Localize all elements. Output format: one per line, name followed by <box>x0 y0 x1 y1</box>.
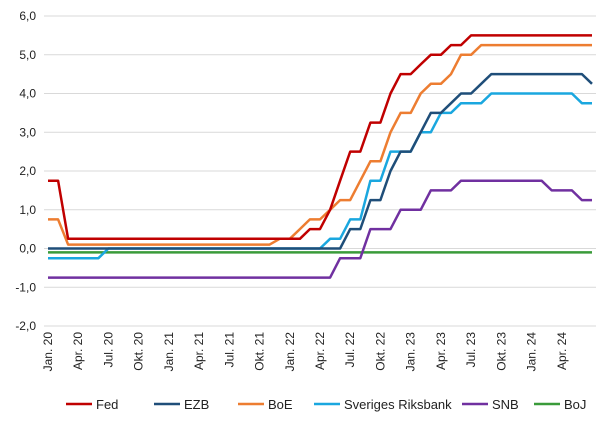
x-tick-label: Okt. 20 <box>132 332 146 371</box>
legend-label-snb: SNB <box>492 397 519 412</box>
legend: Fed EZB BoE Sveriges Riksbank SNB BoJ <box>66 397 586 412</box>
x-tick-label: Jul. 20 <box>101 332 115 368</box>
x-axis-tick-labels: Jan. 20 Apr. 20 Jul. 20 Okt. 20 Jan. 21 Apr. … <box>41 332 569 372</box>
y-tick-label: 2,0 <box>19 164 36 178</box>
y-tick-label: 5,0 <box>19 48 36 62</box>
x-tick-label: Jan. 20 <box>41 332 55 372</box>
series-line-snb <box>48 179 592 279</box>
x-tick-label: Jul. 23 <box>464 332 478 368</box>
y-tick-label: 0,0 <box>19 242 36 256</box>
x-tick-label: Jan. 24 <box>525 332 539 372</box>
x-tick-label: Okt. 23 <box>494 332 508 371</box>
series-line-fed <box>48 34 592 241</box>
y-tick-label: -1,0 <box>15 280 36 294</box>
y-tick-label: 1,0 <box>19 203 36 217</box>
x-tick-label: Jan. 23 <box>404 332 418 372</box>
x-tick-label: Jan. 22 <box>283 332 297 372</box>
legend-label-boe: BoE <box>268 397 293 412</box>
x-tick-label: Apr. 24 <box>555 332 569 370</box>
y-tick-label: 6,0 <box>19 9 36 23</box>
y-tick-label: 3,0 <box>19 125 36 139</box>
x-tick-label: Jul. 21 <box>222 332 236 368</box>
x-tick-label: Apr. 23 <box>434 332 448 370</box>
x-tick-label: Jan. 21 <box>162 332 176 372</box>
x-tick-label: Okt. 21 <box>253 332 267 371</box>
series-line-ezb <box>48 72 593 250</box>
x-tick-label: Apr. 22 <box>313 332 327 370</box>
legend-label-boj: BoJ <box>564 397 586 412</box>
legend-label-sveriges-riksbank: Sveriges Riksbank <box>344 397 452 412</box>
y-axis-tick-labels: -2,0 -1,0 0,0 1,0 2,0 3,0 4,0 5,0 6,0 <box>15 9 36 333</box>
x-tick-label: Apr. 21 <box>192 332 206 370</box>
legend-label-fed: Fed <box>96 397 118 412</box>
series-line-sveriges-riksbank <box>48 92 592 260</box>
legend-label-ezb: EZB <box>184 397 209 412</box>
series-lines <box>48 34 593 279</box>
y-tick-label: -2,0 <box>15 319 36 333</box>
x-tick-label: Jul. 22 <box>343 332 357 368</box>
gridlines <box>44 15 596 327</box>
x-tick-label: Okt. 22 <box>373 332 387 371</box>
x-tick-label: Apr. 20 <box>71 332 85 370</box>
y-tick-label: 4,0 <box>19 87 36 101</box>
